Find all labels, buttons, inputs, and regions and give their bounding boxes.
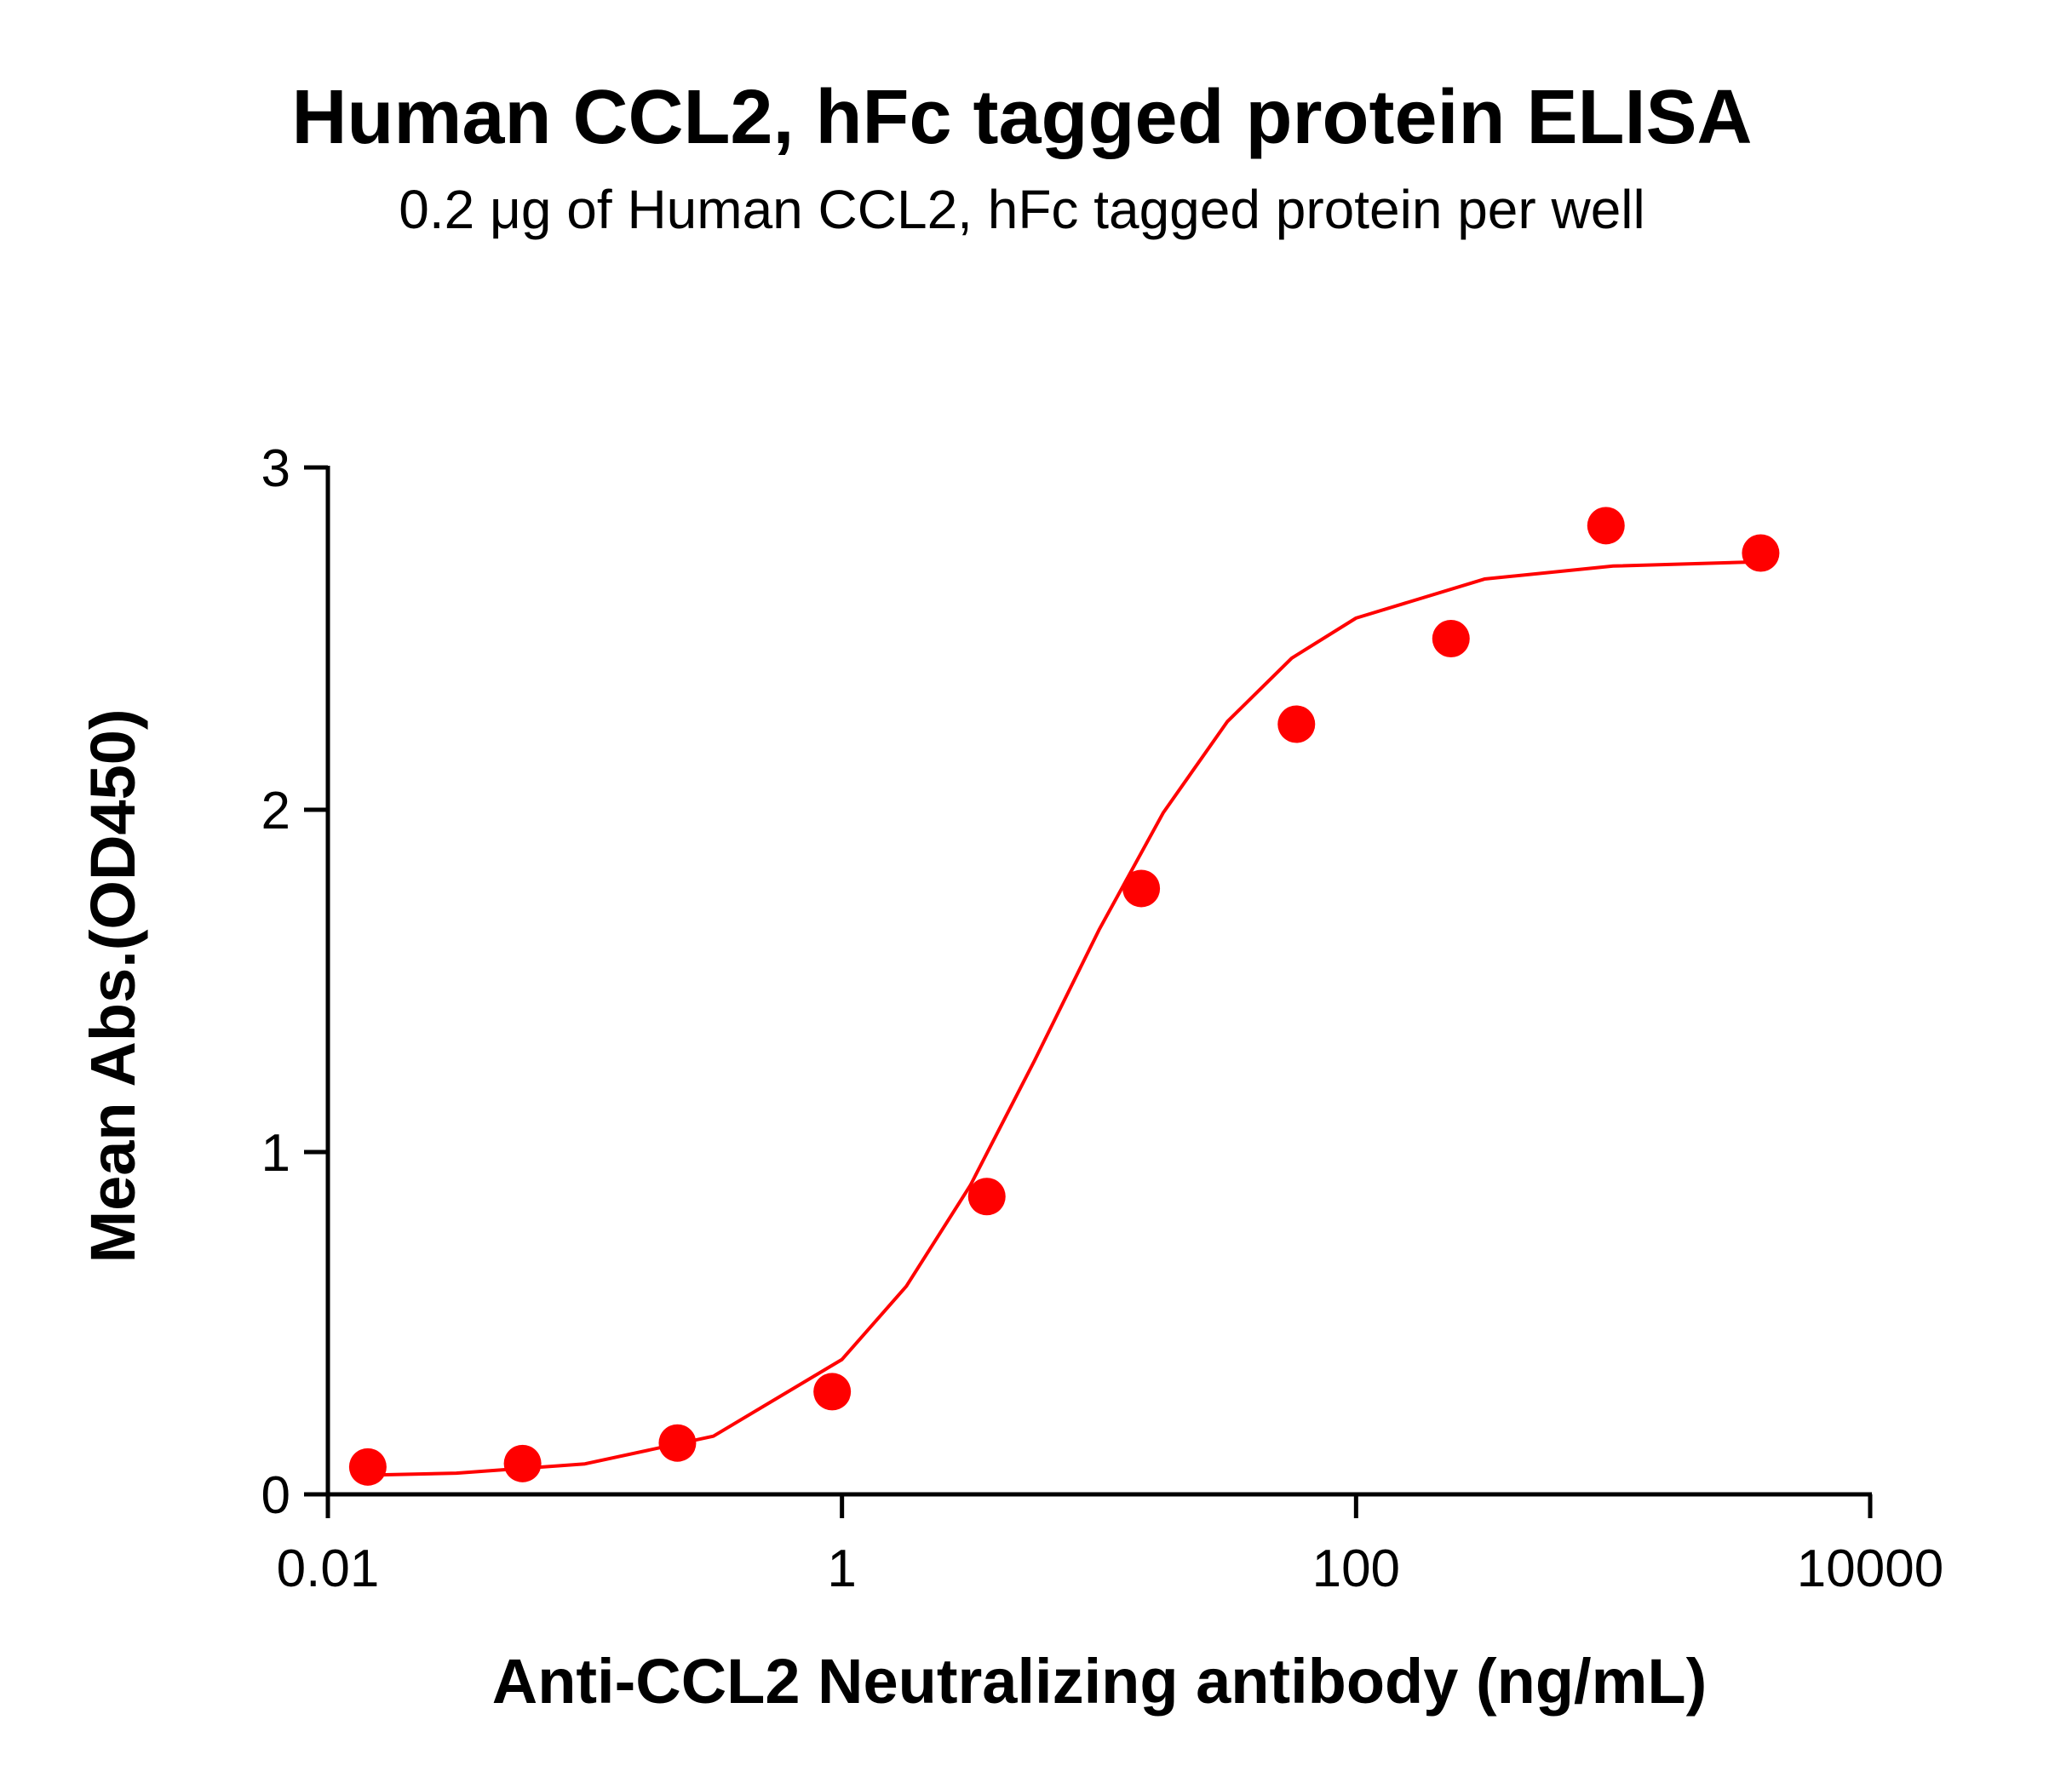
data-point xyxy=(1122,869,1161,908)
data-point xyxy=(1742,534,1780,572)
x-tick-label: 1 xyxy=(827,1539,856,1598)
x-tick-label: 100 xyxy=(1312,1539,1400,1598)
data-point xyxy=(1432,620,1470,657)
data-point xyxy=(348,1448,387,1486)
data-point xyxy=(1277,705,1316,743)
y-tick-label: 1 xyxy=(261,1124,290,1183)
chart-title: Human CCL2, hFc tagged protein ELISA xyxy=(291,75,1752,160)
chart-subtitle: 0.2 μg of Human CCL2, hFc tagged protein… xyxy=(399,179,1644,240)
data-point xyxy=(658,1424,697,1462)
x-tick-label: 0.01 xyxy=(277,1539,380,1598)
x-axis-label: Anti-CCL2 Neutralizing antibody (ng/mL) xyxy=(492,1646,1707,1717)
data-point xyxy=(813,1373,852,1411)
data-point xyxy=(503,1444,542,1482)
fit-curve xyxy=(365,559,1768,1477)
y-tick-label: 3 xyxy=(261,439,290,498)
x-tick-label: 10000 xyxy=(1797,1539,1943,1598)
data-point xyxy=(967,1178,1006,1216)
y-tick-label: 0 xyxy=(261,1466,290,1525)
y-tick-label: 2 xyxy=(261,782,290,840)
y-axis-label: Mean Abs.(OD450) xyxy=(77,708,148,1263)
data-point xyxy=(1587,507,1625,545)
